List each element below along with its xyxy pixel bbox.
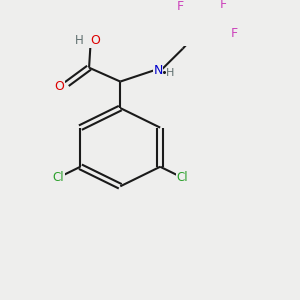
Text: O: O	[54, 80, 64, 93]
Text: Cl: Cl	[176, 171, 188, 184]
Text: F: F	[230, 27, 237, 40]
Text: F: F	[220, 0, 227, 11]
Text: F: F	[177, 0, 184, 14]
Text: H: H	[75, 34, 84, 47]
Text: O: O	[90, 34, 100, 47]
Text: H: H	[166, 68, 174, 78]
Text: Cl: Cl	[53, 171, 64, 184]
Text: N: N	[153, 64, 163, 77]
